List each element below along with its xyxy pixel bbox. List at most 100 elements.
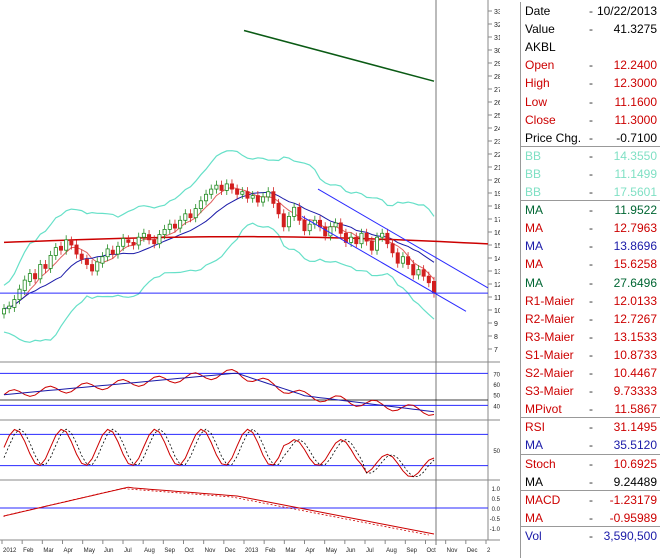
candle-body: [74, 244, 79, 255]
stock-chart[interactable]: 7 8 9 10 11 12 13 14 15 16 17 18 19 20 21 22 23 24 25 26 27 2…: [0, 0, 500, 560]
stoch-pane[interactable]: 50: [0, 428, 500, 478]
channel-upper: [317, 188, 489, 289]
bb-upper: [3, 150, 435, 286]
info-row-value: 10.6925: [613, 456, 657, 471]
candle-body: [115, 245, 120, 255]
info-row-value: 27.6496: [613, 275, 657, 290]
info-row-value: 13.1533: [613, 329, 657, 344]
candle-body: [100, 256, 105, 264]
info-row-value: 3,590,500: [603, 528, 657, 543]
ma-200: [243, 29, 435, 82]
candle-body: [224, 183, 229, 191]
info-row-separator: -: [589, 275, 593, 290]
bb-lower: [3, 222, 435, 343]
info-row: MA - 11.9522: [521, 201, 660, 219]
candle-body: [178, 219, 183, 229]
info-separator: [521, 525, 660, 527]
price-tick-label: 21: [494, 165, 500, 172]
candle-body: [183, 213, 188, 221]
macd-tick-label: 1.0: [492, 487, 500, 493]
price-axis-ticks: 7 8 9 10 11 12 13 14 15 16 17 18 19 20 21 22 23 24 25 26 27 2…: [488, 9, 500, 354]
macd-signal-line: [3, 487, 429, 536]
date-tick-label: Nov: [447, 548, 458, 554]
info-row: Value - 41.3275: [521, 20, 660, 38]
candle-body: [375, 236, 380, 251]
info-row-value: 14.3550: [613, 148, 657, 163]
info-separator: [521, 145, 660, 147]
info-row-separator: -: [589, 329, 593, 344]
price-pane[interactable]: 7 8 9 10 11 12 13 14 15 16 17 18 19 20 21 22 23 24 25 26 27 2…: [0, 0, 500, 545]
candle-body: [84, 258, 89, 265]
info-row-label: MA: [525, 203, 543, 218]
price-tick-label: 19: [494, 191, 500, 198]
price-tick-label: 16: [494, 230, 500, 237]
info-row: Low - 11.1600: [521, 93, 660, 111]
candle-body: [17, 288, 22, 301]
candle-body: [53, 247, 58, 256]
price-tick-label: 8: [494, 334, 498, 341]
info-row-separator: -: [589, 311, 593, 326]
candle-body: [400, 256, 405, 264]
info-row-label: MA: [525, 239, 543, 254]
info-row-value: 11.1499: [614, 166, 658, 181]
info-row-separator: -: [589, 94, 593, 109]
price-tick-label: 12: [494, 282, 500, 289]
trend-channel[interactable]: [0, 188, 489, 312]
price-tick-label: 25: [494, 113, 500, 120]
candle-body: [343, 232, 348, 243]
info-row-label: S1-Maier: [525, 347, 574, 362]
price-tick-label: 30: [494, 48, 500, 55]
candle-body: [219, 184, 224, 191]
info-row-separator: -: [589, 221, 593, 236]
info-row-separator: -: [589, 166, 593, 181]
info-row-separator: -: [589, 528, 593, 543]
price-tick-label: 27: [494, 87, 500, 94]
candle-body: [255, 195, 260, 203]
candle-body: [27, 273, 32, 282]
price-tick-label: 9: [494, 321, 498, 328]
price-tick-label: 33: [494, 9, 500, 16]
bollinger-bands: [3, 150, 435, 343]
candle-body: [364, 232, 369, 242]
candle-body: [369, 240, 374, 251]
info-row: MA - 13.8696: [521, 237, 660, 255]
info-row-label: AKBL: [525, 40, 556, 55]
candle-body: [7, 305, 12, 310]
info-row: BB - 14.3550: [521, 147, 660, 165]
date-tick-label: Jul: [366, 548, 374, 554]
candle-body: [235, 188, 240, 195]
rsi-tick-label: 50: [493, 394, 500, 400]
info-row-separator: -: [589, 420, 593, 435]
price-tick-label: 31: [494, 35, 500, 42]
info-row: Date -10/22/2013: [521, 2, 660, 20]
info-row: High - 12.3000: [521, 74, 660, 92]
info-row-value: 11.3000: [614, 112, 658, 127]
macd-pane[interactable]: 1.0 0.5 0.0 -0.5 -1.0: [0, 486, 500, 536]
info-row: BB - 11.1499: [521, 165, 660, 183]
date-tick-label: 2013: [245, 548, 259, 554]
info-row-separator: -: [589, 347, 593, 362]
info-row: S3-Maier - 9.73333: [521, 382, 660, 400]
ma-short: [3, 186, 435, 310]
info-row-label: MACD: [525, 492, 561, 507]
rsi-line: [3, 368, 435, 416]
info-row-separator: -: [589, 293, 593, 308]
info-row: S2-Maier - 10.4467: [521, 364, 660, 382]
info-row-value: 10/22/2013: [596, 4, 657, 18]
info-row-label: MA: [525, 438, 543, 453]
info-row-label: R3-Maier: [525, 329, 575, 344]
info-row-value: 11.9522: [614, 203, 658, 218]
candle-body: [333, 222, 338, 228]
info-row-value: 11.1600: [614, 94, 658, 109]
info-row-separator: -: [589, 58, 593, 73]
rsi-pane[interactable]: 70 60 50 40: [0, 368, 500, 416]
date-tick-label: Jun: [346, 548, 356, 554]
info-separator: [521, 200, 660, 202]
info-row-value: 10.8733: [613, 347, 657, 362]
candle-body: [385, 232, 390, 245]
date-tick-label: Apr: [306, 548, 315, 554]
info-row-value: -1.23179: [609, 492, 657, 507]
candle-body: [43, 264, 48, 269]
macd-tick-label: 0.5: [492, 497, 500, 503]
candle-body: [152, 239, 157, 245]
